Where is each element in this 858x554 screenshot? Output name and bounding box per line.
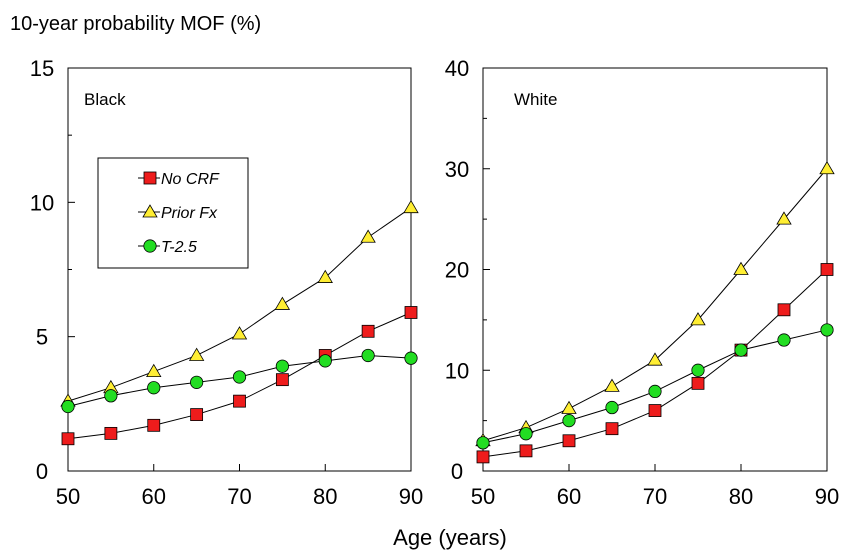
data-point-prior-fx	[403, 199, 419, 214]
legend-box	[97, 157, 249, 269]
panel-label: White	[514, 90, 557, 109]
x-tick-label: 80	[313, 484, 337, 509]
data-point-t-2-5	[605, 400, 619, 415]
data-point-t-2-5	[61, 399, 75, 414]
y-axis-title: 10-year probability MOF (%)	[10, 13, 261, 35]
data-point-no-crf	[648, 404, 662, 417]
data-point-t-2-5	[104, 389, 118, 403]
data-point-no-crf	[691, 376, 705, 390]
data-point-t-2-5	[476, 436, 490, 450]
data-point-no-crf	[233, 394, 246, 408]
data-point-prior-fx	[776, 211, 792, 225]
data-point-prior-fx	[604, 378, 620, 392]
x-tick-label: 70	[227, 484, 251, 509]
x-tick-label: 80	[729, 484, 753, 509]
y-tick-label: 15	[30, 56, 54, 81]
data-point-prior-fx	[561, 400, 577, 414]
panel-black: 0 5 10 15 50 60 70 80 90 Black No CRF Prior Fx T-2.5	[30, 56, 423, 509]
data-point-prior-fx	[317, 269, 333, 283]
data-point-t-2-5	[318, 354, 332, 368]
x-axis-title: Age (years)	[393, 525, 507, 550]
data-point-prior-fx	[188, 347, 205, 361]
x-tick-label: 60	[142, 484, 166, 509]
data-point-t-2-5	[820, 323, 834, 337]
plot-frame	[67, 67, 412, 472]
data-point-prior-fx	[819, 160, 835, 175]
y-tick-label: 10	[445, 358, 469, 383]
data-point-no-crf	[275, 373, 289, 387]
legend-marker	[143, 239, 157, 253]
data-point-t-2-5	[519, 427, 533, 441]
legend-label: Prior Fx	[161, 205, 218, 222]
data-point-no-crf	[361, 324, 375, 338]
data-point-t-2-5	[190, 375, 204, 389]
y-tick-label: 20	[445, 258, 469, 283]
x-tick-label: 60	[557, 484, 581, 509]
data-point-no-crf	[190, 408, 204, 421]
y-tick-label: 10	[30, 190, 54, 215]
data-point-no-crf	[147, 418, 161, 432]
x-tick-label: 90	[815, 484, 839, 509]
data-point-prior-fx	[146, 363, 162, 377]
legend: No CRF Prior Fx T-2.5	[97, 157, 249, 269]
data-point-no-crf	[404, 306, 418, 319]
data-point-no-crf	[605, 422, 619, 436]
series-line-prior-fx	[482, 168, 828, 442]
panel-label: Black	[84, 90, 126, 109]
data-point-t-2-5	[147, 381, 161, 395]
data-point-prior-fx	[360, 229, 376, 243]
data-point-no-crf	[476, 450, 490, 464]
data-point-t-2-5	[691, 363, 705, 377]
data-point-t-2-5	[361, 348, 375, 363]
data-point-no-crf	[777, 303, 791, 317]
data-point-prior-fx	[231, 326, 248, 340]
data-point-t-2-5	[275, 359, 289, 373]
data-point-no-crf	[104, 426, 118, 440]
x-tick-label: 90	[399, 484, 423, 509]
x-tick-label: 70	[643, 484, 667, 509]
data-point-no-crf	[562, 434, 576, 448]
x-tick-label: 50	[56, 484, 80, 509]
y-tick-label: 0	[451, 459, 463, 484]
y-tick-label: 30	[445, 157, 469, 182]
data-point-t-2-5	[648, 384, 662, 399]
x-tick-label: 50	[471, 484, 495, 509]
data-point-no-crf	[820, 263, 834, 276]
data-point-prior-fx	[647, 352, 663, 366]
legend-label: No CRF	[161, 171, 220, 188]
data-point-prior-fx	[733, 261, 749, 275]
y-tick-label: 40	[445, 56, 469, 81]
data-point-t-2-5	[232, 370, 247, 384]
data-point-t-2-5	[562, 414, 576, 428]
y-tick-label: 5	[36, 325, 48, 350]
data-point-prior-fx	[274, 296, 291, 310]
data-point-t-2-5	[404, 351, 418, 365]
y-tick-label: 0	[36, 459, 48, 484]
data-point-no-crf	[519, 444, 533, 458]
data-point-prior-fx	[690, 312, 706, 326]
legend-label: T-2.5	[161, 239, 197, 256]
data-point-no-crf	[61, 432, 75, 446]
panel-white: 0 10 20 30 40 50 60 70 80 90 White	[445, 56, 839, 509]
legend-marker	[142, 204, 158, 218]
legend-marker	[143, 171, 157, 185]
data-point-t-2-5	[734, 343, 748, 357]
data-point-t-2-5	[777, 333, 791, 347]
